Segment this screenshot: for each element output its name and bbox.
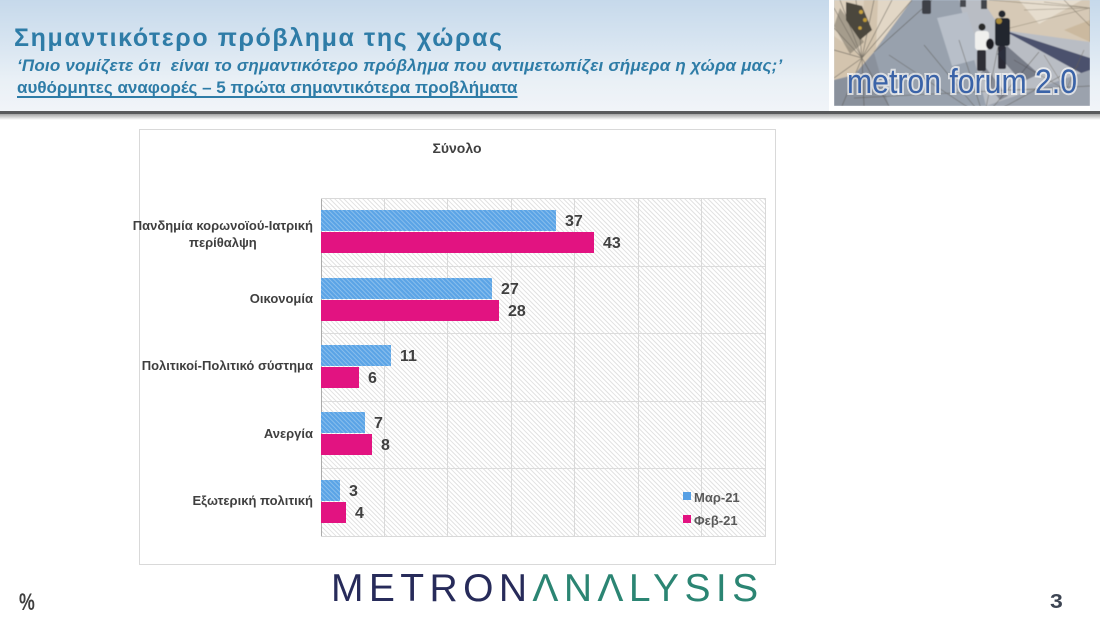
svg-text:metron forum 2.0: metron forum 2.0 bbox=[847, 63, 1077, 101]
